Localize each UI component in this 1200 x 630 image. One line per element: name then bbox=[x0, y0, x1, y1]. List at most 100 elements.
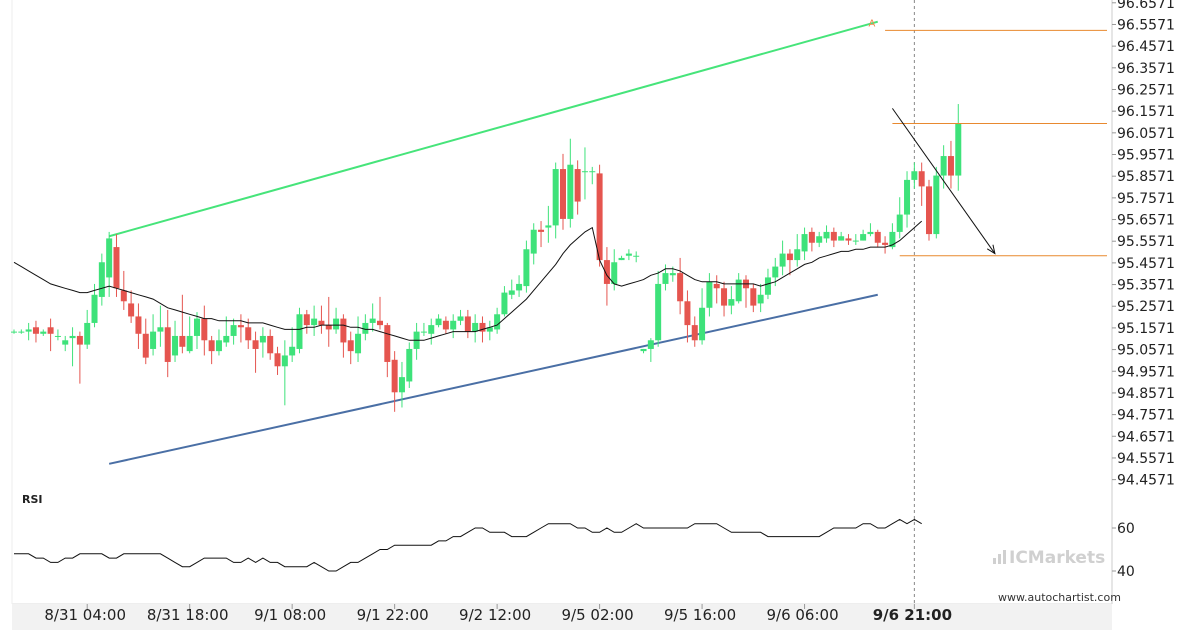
candle bbox=[596, 164, 603, 267]
candle bbox=[647, 338, 654, 362]
candle-body bbox=[164, 327, 171, 362]
candle bbox=[347, 331, 354, 365]
candle bbox=[706, 273, 713, 317]
time-tick-label: 9/1 22:00 bbox=[357, 606, 429, 624]
candle bbox=[406, 342, 413, 388]
candle bbox=[677, 257, 684, 315]
price-tick-label: 95.6571 bbox=[1117, 213, 1175, 229]
candle-body bbox=[662, 273, 669, 284]
time-tick-label: 8/31 04:00 bbox=[44, 606, 126, 624]
candle bbox=[508, 279, 515, 300]
candle-body bbox=[706, 281, 713, 308]
candle-body bbox=[904, 179, 911, 215]
candle-body bbox=[18, 331, 25, 333]
candle-body bbox=[479, 322, 486, 332]
price-tick-label: 96.3571 bbox=[1117, 61, 1175, 77]
candle-body bbox=[764, 277, 771, 295]
price-tick-label: 95.5571 bbox=[1117, 234, 1175, 250]
candle bbox=[808, 227, 815, 252]
candle bbox=[252, 331, 259, 373]
candle bbox=[501, 286, 508, 317]
candle-body bbox=[464, 316, 471, 332]
candle-body bbox=[435, 318, 442, 326]
candle-body bbox=[32, 327, 39, 334]
candle-body bbox=[369, 318, 376, 323]
time-tick-label: 8/31 18:00 bbox=[147, 606, 229, 624]
moving-average-line bbox=[13, 220, 923, 341]
site-watermark: www.autochartist.com bbox=[998, 591, 1121, 604]
upper-channel-line bbox=[108, 20, 879, 238]
candle-body bbox=[54, 335, 61, 337]
bars-icon bbox=[993, 550, 1006, 564]
candle bbox=[721, 281, 728, 317]
candle-body bbox=[874, 231, 881, 243]
candle-body bbox=[911, 171, 918, 180]
broker-logo: ICMarkets bbox=[993, 548, 1105, 568]
candle bbox=[640, 348, 647, 354]
candle bbox=[157, 305, 164, 347]
candle-body bbox=[106, 238, 113, 278]
candle-body bbox=[245, 327, 252, 341]
candle-body bbox=[684, 301, 691, 326]
candle bbox=[40, 329, 47, 336]
candle bbox=[25, 322, 32, 341]
candle-body bbox=[655, 283, 662, 341]
candle-body bbox=[926, 186, 932, 235]
candle-body bbox=[823, 231, 830, 239]
candle bbox=[398, 361, 405, 408]
candle bbox=[940, 145, 947, 189]
candle-body bbox=[867, 231, 874, 235]
candle bbox=[150, 314, 157, 356]
candle bbox=[530, 223, 537, 265]
candle bbox=[655, 270, 662, 347]
candle bbox=[413, 322, 420, 360]
candle bbox=[845, 234, 852, 245]
candle bbox=[743, 275, 749, 308]
candle-body bbox=[157, 327, 164, 332]
candle-body bbox=[801, 234, 808, 252]
candle-body bbox=[560, 169, 566, 219]
price-tick-label: 96.5571 bbox=[1117, 17, 1175, 33]
price-tick-label: 95.2571 bbox=[1117, 299, 1175, 315]
candle bbox=[420, 322, 427, 336]
candle-body bbox=[62, 340, 69, 345]
candle bbox=[933, 166, 940, 239]
candle-body bbox=[76, 335, 83, 345]
candle bbox=[289, 327, 296, 362]
candle bbox=[618, 255, 625, 261]
candle bbox=[794, 234, 801, 267]
lower-channel-line bbox=[108, 293, 878, 465]
candle-body bbox=[325, 325, 332, 330]
candle bbox=[625, 249, 632, 261]
candle-body bbox=[882, 242, 889, 245]
candle-body bbox=[486, 327, 493, 332]
candle-body bbox=[391, 359, 398, 393]
candle bbox=[179, 294, 186, 354]
candle-body bbox=[252, 340, 259, 349]
candle bbox=[128, 290, 135, 323]
candle-body bbox=[296, 314, 303, 349]
candle bbox=[911, 162, 918, 189]
candle-body bbox=[669, 273, 676, 276]
candle bbox=[494, 307, 501, 334]
rsi-axis: 60 40 bbox=[1112, 521, 1135, 580]
candle bbox=[955, 104, 962, 191]
price-tick-label: 94.9571 bbox=[1117, 364, 1175, 380]
candle-body bbox=[933, 175, 940, 235]
candle-body bbox=[596, 173, 603, 261]
candle-body bbox=[947, 156, 954, 176]
candle bbox=[164, 309, 171, 378]
candle-body bbox=[318, 320, 325, 326]
candle-body bbox=[69, 335, 76, 339]
candle-body bbox=[838, 236, 845, 241]
candle-body bbox=[406, 348, 413, 382]
candle bbox=[560, 153, 566, 230]
candle-body bbox=[84, 322, 91, 345]
candle-body bbox=[845, 238, 852, 241]
candle bbox=[633, 251, 640, 263]
rsi-label: RSI bbox=[22, 493, 43, 506]
candle-body bbox=[589, 171, 596, 173]
price-tick-label: 95.3571 bbox=[1117, 278, 1175, 294]
price-tick-label: 94.8571 bbox=[1117, 386, 1175, 402]
candle-body bbox=[11, 331, 17, 333]
